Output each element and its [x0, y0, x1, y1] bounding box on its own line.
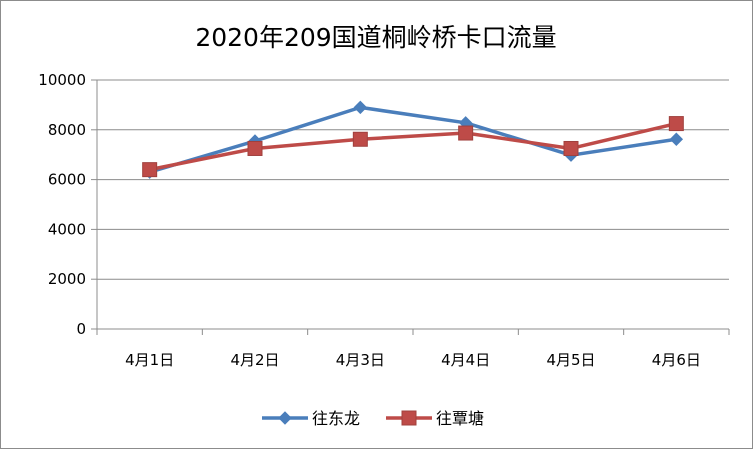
chart-title: 2020年209国道桐岭桥卡口流量	[195, 23, 556, 52]
x-tick-label: 4月3日	[336, 351, 385, 369]
x-tick-label: 4月2日	[230, 351, 279, 369]
series-line	[149, 105, 677, 174]
x-axis-ticks: 4月1日 4月2日 4月3日 4月4日 4月5日 4月6日	[96, 329, 730, 369]
series-line	[149, 121, 677, 172]
data-point	[669, 132, 684, 146]
legend-label: 往覃塘	[436, 409, 484, 428]
data-point	[668, 116, 684, 132]
data-point	[142, 162, 158, 178]
y-tick-label: 10000	[38, 71, 86, 89]
x-tick-label: 4月4日	[441, 351, 490, 369]
y-axis-ticks: 0 2000 4000 6000 8000 10000	[38, 71, 97, 338]
series-group	[142, 100, 684, 179]
series-2	[142, 116, 684, 178]
gridlines	[97, 79, 729, 280]
axes	[96, 80, 729, 330]
y-tick-label: 8000	[48, 121, 86, 139]
data-point	[458, 125, 474, 141]
data-point	[278, 411, 292, 425]
x-tick-label: 4月5日	[546, 351, 595, 369]
legend-item: 往东龙	[262, 409, 360, 428]
data-point	[563, 140, 579, 156]
data-point	[352, 131, 368, 147]
y-tick-label: 0	[76, 320, 86, 338]
x-tick-label: 4月6日	[652, 351, 701, 369]
data-point	[353, 100, 368, 115]
x-tick-label: 4月1日	[125, 351, 174, 369]
data-point	[401, 410, 417, 426]
legend-item: 往覃塘	[386, 409, 484, 428]
data-point	[247, 140, 263, 156]
legend-label: 往东龙	[312, 409, 360, 428]
y-tick-label: 4000	[48, 220, 86, 238]
legend: 往东龙 往覃塘	[262, 409, 484, 428]
y-tick-label: 6000	[48, 171, 86, 189]
y-tick-label: 2000	[48, 270, 86, 288]
